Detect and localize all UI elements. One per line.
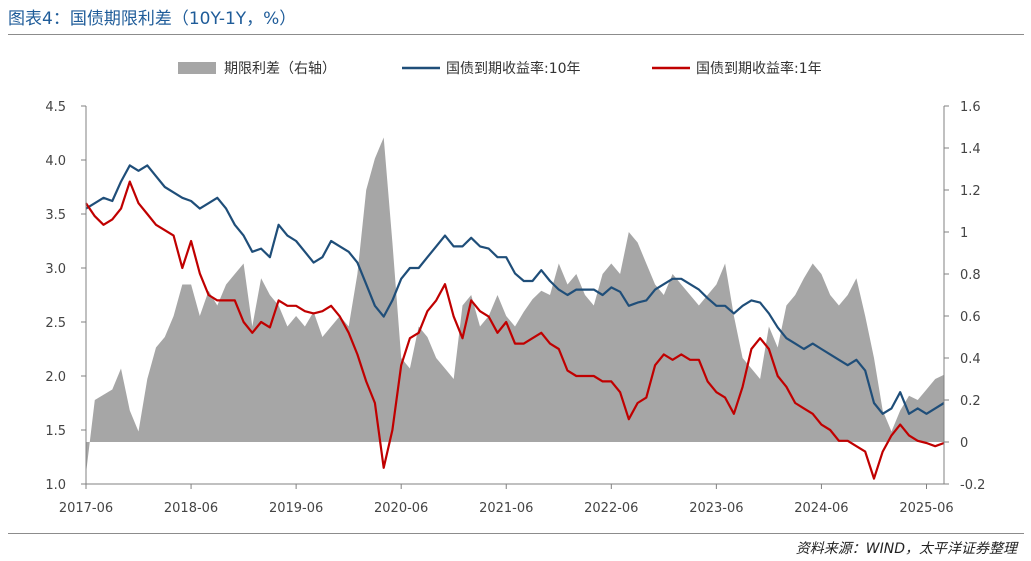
- y-left-tick-label: 4.0: [45, 154, 66, 169]
- y-right-tick-label: 0.4: [960, 352, 981, 367]
- y-right-tick-label: -0.2: [960, 478, 985, 493]
- legend-item: 国债到期收益率:10年: [402, 60, 581, 77]
- legend-label: 期限利差（右轴）: [224, 61, 336, 77]
- legend-item: 期限利差（右轴）: [178, 61, 336, 77]
- y-right-tick-label: 0.2: [960, 394, 981, 409]
- y-left-tick-label: 2.5: [45, 316, 66, 331]
- x-tick-label: 2020-06: [374, 501, 428, 516]
- yield-line-layer: [85, 164, 945, 480]
- y-left-tick-label: 1.5: [45, 424, 66, 439]
- bottom-rule: [8, 533, 1024, 534]
- yield-10y-line: [85, 164, 945, 415]
- x-tick-label: 2019-06: [269, 501, 323, 516]
- y-right-tick-label: 1: [960, 226, 968, 241]
- x-tick-label: 2017-06: [59, 501, 113, 516]
- spread-area: [86, 137, 944, 474]
- legend-swatch-area: [178, 62, 216, 74]
- x-tick-label: 2022-06: [584, 501, 638, 516]
- y-right-tick-label: 0.8: [960, 268, 981, 283]
- y-left-tick-label: 3.5: [45, 208, 66, 223]
- y-right-tick-label: 1.4: [960, 142, 981, 157]
- y-right-tick-label: 0.6: [960, 310, 981, 325]
- y-right-tick-label: 0: [960, 436, 968, 451]
- x-tick-label: 2021-06: [479, 501, 533, 516]
- legend-item: 国债到期收益率:1年: [652, 60, 822, 77]
- legend-label: 国债到期收益率:1年: [696, 60, 822, 77]
- y-left-tick-label: 2.0: [45, 370, 66, 385]
- x-tick-label: 2018-06: [164, 501, 218, 516]
- yield-1y-line: [85, 180, 945, 480]
- figure-title: 图表4：国债期限利差（10Y-1Y，%）: [8, 9, 297, 29]
- legend: 期限利差（右轴） 国债到期收益率:10年 国债到期收益率:1年: [178, 60, 822, 77]
- spread-area-layer: [86, 137, 944, 474]
- y-left-tick-label: 4.5: [45, 100, 66, 115]
- y-left-tick-label: 3.0: [45, 262, 66, 277]
- legend-label: 国债到期收益率:10年: [446, 60, 581, 77]
- y-left-tick-label: 1.0: [45, 478, 66, 493]
- top-rule: [8, 34, 1024, 35]
- y-right-tick-label: 1.2: [960, 184, 981, 199]
- source-note: 资料来源：WIND，太平洋证券整理: [795, 541, 1017, 557]
- x-tick-label: 2023-06: [689, 501, 743, 516]
- chart: 期限利差（右轴） 国债到期收益率:10年 国债到期收益率:1年 1.0 1.5 2.0 2…: [45, 60, 985, 516]
- axes: 1.0 1.5 2.0 2.5 3.0 3.5 4.0 4.5 -0.2 0 0.2 0.4 0.6 0.…: [45, 100, 985, 516]
- x-tick-label: 2025-06: [899, 501, 953, 516]
- y-right-tick-label: 1.6: [960, 100, 981, 115]
- x-tick-label: 2024-06: [794, 501, 848, 516]
